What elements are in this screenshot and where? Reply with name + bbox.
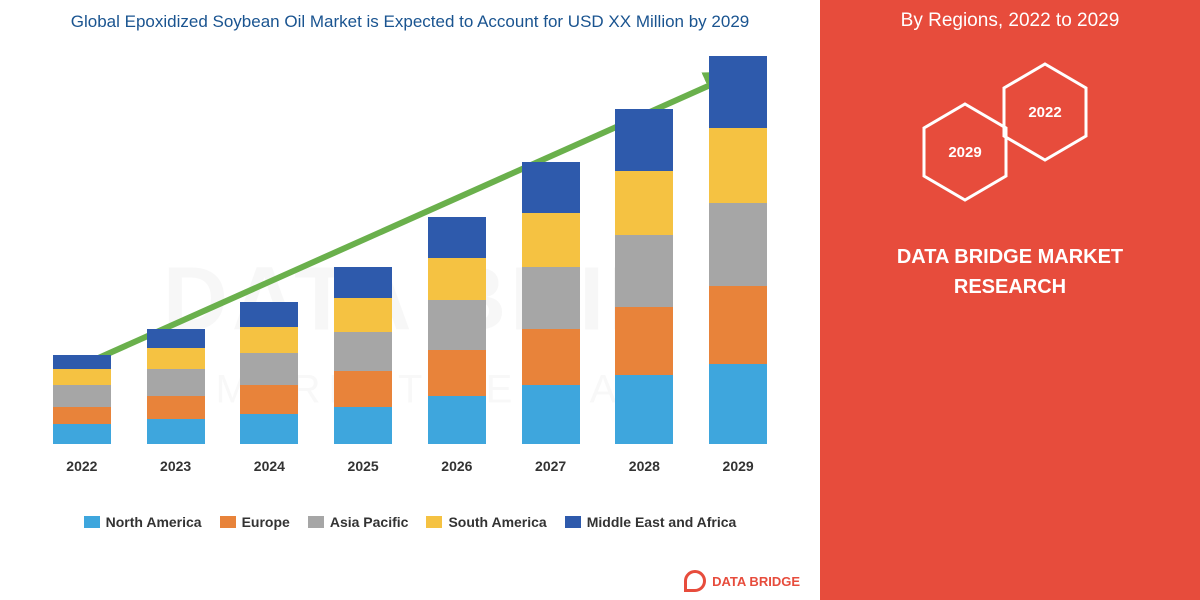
footer-logo-text: DATA BRIDGE [712,574,800,589]
x-axis-label: 2023 [147,458,205,474]
bar-segment [240,385,298,413]
bar-group [709,56,767,444]
bar-segment [53,385,111,406]
stacked-bar [240,302,298,444]
bar-segment [240,327,298,354]
hexagon: 2022 [1000,62,1090,162]
bar-segment [709,56,767,129]
bar-segment [53,355,111,369]
bar-segment [522,213,580,266]
stacked-bar [428,217,486,444]
brand-line1: DATA BRIDGE MARKET [897,246,1123,268]
chart-area: Global Epoxidized Soybean Oil Market is … [0,0,820,600]
footer-logo-icon [684,570,706,592]
legend-item: Asia Pacific [308,514,409,530]
hexagon: 2029 [920,102,1010,202]
right-panel: By Regions, 2022 to 2029 2029 2022 DATA … [820,0,1200,600]
right-panel-title: By Regions, 2022 to 2029 [901,10,1120,32]
bar-segment [428,396,486,444]
legend-item: South America [426,514,546,530]
bar-segment [709,286,767,364]
bar-group [428,217,486,444]
bar-segment [522,267,580,329]
chart-legend: North America Europe Asia Pacific South Ame… [30,514,790,530]
legend-swatch [220,516,236,528]
bar-group [147,329,205,444]
x-axis-label: 2022 [53,458,111,474]
bar-segment [428,258,486,301]
bar-segment [334,371,392,406]
bar-group [240,302,298,444]
bar-segment [615,235,673,308]
x-axis-labels: 2022 2023 2024 2025 2026 2027 2028 2029 [35,458,785,474]
bar-segment [522,162,580,213]
stacked-bar [334,267,392,444]
hexagon-group: 2029 2022 [900,62,1120,212]
x-axis-label: 2029 [709,458,767,474]
stacked-bar [147,329,205,444]
bar-segment [240,414,298,444]
legend-swatch [565,516,581,528]
legend-label: North America [106,514,202,530]
bar-segment [428,350,486,396]
bar-segment [53,407,111,425]
x-axis-label: 2025 [334,458,392,474]
chart-title: Global Epoxidized Soybean Oil Market is … [30,10,790,34]
bar-segment [147,329,205,349]
bar-segment [428,300,486,350]
bar-segment [334,267,392,299]
legend-item: North America [84,514,202,530]
bar-segment [53,369,111,385]
bar-group [53,355,111,444]
brand-title: DATA BRIDGE MARKET RESEARCH [897,242,1123,302]
bar-segment [147,369,205,396]
legend-swatch [84,516,100,528]
bar-group [334,267,392,444]
bar-segment [240,302,298,327]
bar-segment [334,298,392,332]
footer-logo: DATA BRIDGE [684,570,800,592]
bar-segment [334,332,392,371]
bar-segment [615,109,673,171]
bar-segment [522,385,580,444]
bar-segment [709,364,767,444]
bar-segment [240,353,298,385]
x-axis-label: 2028 [615,458,673,474]
stacked-bar [53,355,111,444]
x-axis-label: 2026 [428,458,486,474]
bar-segment [147,348,205,369]
bar-segment [53,424,111,444]
legend-swatch [308,516,324,528]
x-axis-label: 2024 [240,458,298,474]
legend-item: Middle East and Africa [565,514,737,530]
bar-segment [709,203,767,286]
bar-segment [428,217,486,258]
stacked-bar [522,162,580,444]
chart-plot: 2022 2023 2024 2025 2026 2027 2028 2029 [35,54,785,474]
bar-group [522,162,580,444]
bar-segment [522,329,580,386]
legend-label: South America [448,514,546,530]
bar-segment [615,375,673,444]
bar-segment [615,307,673,374]
brand-line2: RESEARCH [954,276,1066,298]
x-axis-label: 2027 [522,458,580,474]
stacked-bar [709,56,767,444]
legend-label: Asia Pacific [330,514,409,530]
bar-segment [147,396,205,419]
bar-segment [334,407,392,444]
legend-swatch [426,516,442,528]
legend-label: Middle East and Africa [587,514,737,530]
bar-segment [147,419,205,444]
stacked-bar [615,109,673,444]
legend-label: Europe [242,514,290,530]
bar-segment [709,128,767,202]
bars-container [35,54,785,444]
bar-group [615,109,673,444]
bar-segment [615,171,673,235]
legend-item: Europe [220,514,290,530]
